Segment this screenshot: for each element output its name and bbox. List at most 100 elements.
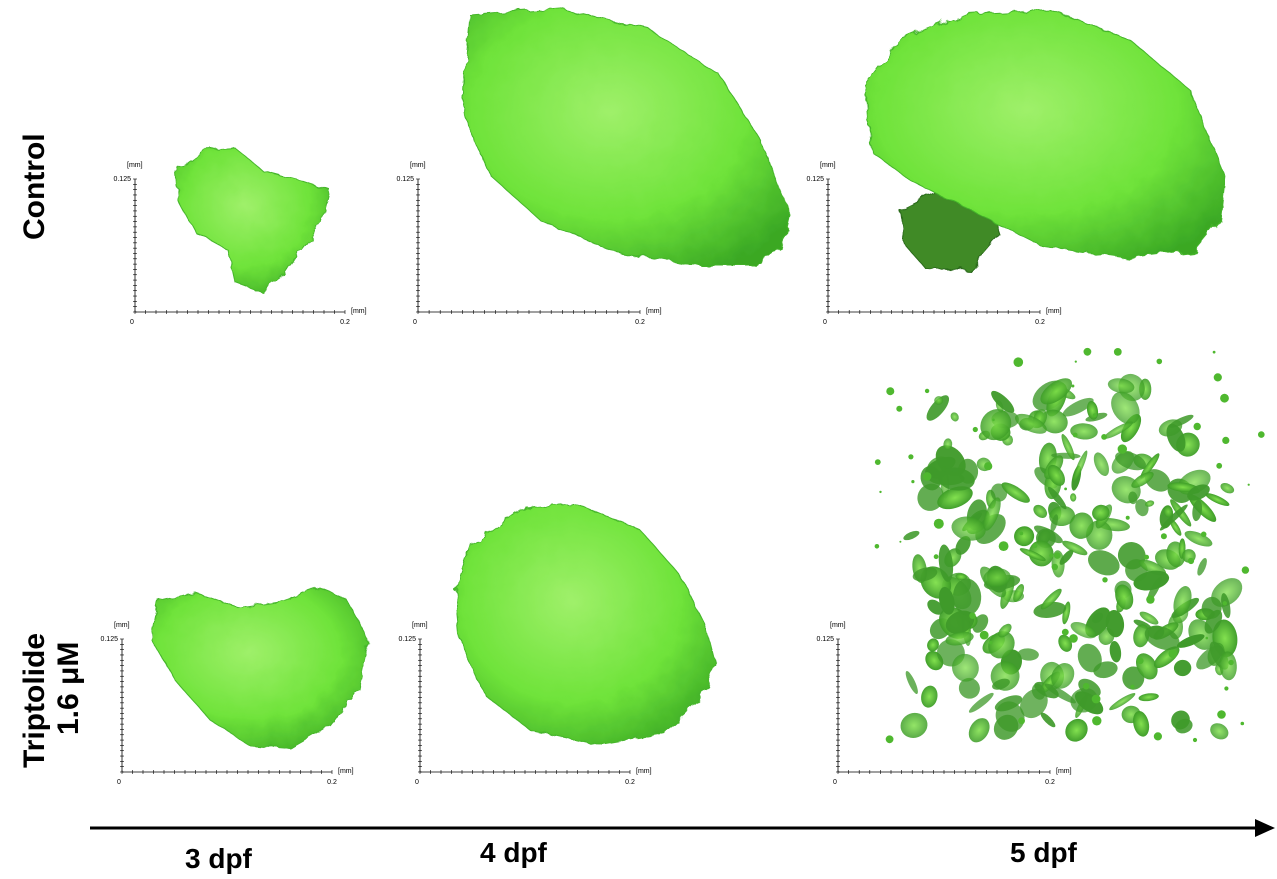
tissue-fragment (1031, 683, 1046, 700)
tissue-fragment (938, 544, 954, 582)
tissue-fragment (1169, 518, 1182, 536)
tissue-fragment (1069, 512, 1094, 539)
tissue-fragment (958, 677, 980, 699)
tissue-fragment (1077, 643, 1102, 673)
tissue-speck (1032, 543, 1038, 548)
tissue-speck (1125, 515, 1130, 520)
tissue-fragment (1070, 493, 1077, 502)
tissue-fragment (1145, 500, 1155, 507)
tissue-fragment (1187, 484, 1210, 501)
axis-y-max-label: 0.125 (806, 176, 824, 183)
axis-triptolide-5dpf: 0 0.2[mm]0.125[mm] (816, 622, 1071, 786)
tissue-fragment (1188, 494, 1217, 522)
tissue-fragment (912, 567, 938, 582)
axis-x-unit-label: [mm] (646, 308, 662, 315)
tissue-speck (972, 426, 978, 433)
tissue-speck (988, 640, 993, 645)
time-axis-arrow (90, 819, 1275, 837)
tissue-speck (879, 490, 882, 494)
tissue-control-4dpf (461, 7, 791, 266)
tissue-speck (1064, 487, 1067, 491)
tissue-fragment (988, 631, 1015, 659)
tissue-fragment (1047, 486, 1067, 510)
tissue-fragment (1072, 450, 1088, 483)
row-label-control: Control (18, 133, 51, 240)
axis-y-unit-label: [mm] (830, 622, 846, 629)
axis-y-max-label: 0.125 (816, 636, 834, 643)
tissue-fragment (1093, 661, 1118, 679)
tissue-fragment (1166, 423, 1186, 452)
axis-x-max-label: 0.2 (327, 779, 337, 786)
tissue-speck (1228, 659, 1234, 666)
tissue-fragment (1111, 391, 1140, 425)
tissue-fragment (917, 483, 944, 511)
tissue-speck (1092, 413, 1097, 418)
tissue-fragment (1135, 499, 1149, 517)
axis-origin-label: 0 (130, 319, 134, 326)
tissue-fragment (903, 530, 920, 541)
tissue-fragment (1013, 584, 1025, 602)
tissue-fragment (1128, 491, 1138, 505)
tissue-fragment (1169, 414, 1194, 428)
tissue-fragment (1092, 612, 1104, 624)
tissue-fragment (1184, 530, 1213, 547)
tissue-fragment (951, 653, 979, 682)
tissue-fragment (1140, 453, 1160, 479)
tissue-fragment (1040, 378, 1073, 405)
tissue-fragment (1133, 624, 1150, 648)
axis-x-unit-label: [mm] (351, 308, 367, 315)
tissue-fragment (1176, 634, 1205, 648)
tissue-speck (1241, 566, 1250, 574)
tissue-fragment (943, 438, 953, 450)
axis-x-unit-label: [mm] (338, 768, 354, 775)
tissue-speck (998, 541, 1009, 551)
tissue-triptolide-4dpf (454, 504, 716, 746)
tissue-fragment (1047, 464, 1065, 486)
row-label-triptolide: Triptolide (18, 633, 51, 768)
axis-y-unit-label: [mm] (820, 162, 836, 169)
tissue-speck (1083, 347, 1092, 356)
tissue-fragment (928, 471, 965, 486)
tissue-fragment (1219, 651, 1237, 681)
tissue-fragment (1211, 578, 1243, 607)
tissue-fragment (925, 456, 956, 477)
tissue-fragment (995, 701, 1025, 732)
tissue-speck (1069, 634, 1078, 643)
tissue-fragment (998, 623, 1012, 638)
tissue-fragment (1107, 378, 1135, 394)
axis-y-unit-label: [mm] (114, 622, 130, 629)
tissue-triptolide-5dpf (874, 347, 1265, 744)
tissue-fragment (1061, 434, 1075, 461)
tissue-speck (1097, 721, 1100, 724)
tissue-fragment (968, 718, 990, 743)
tissue-fragment (905, 670, 918, 695)
tissue-speck (992, 418, 995, 422)
tissue-fragment (1059, 549, 1074, 565)
tissue-fragment (1103, 421, 1133, 439)
tissue-fragment (983, 497, 1001, 531)
tissue-speck (1160, 533, 1167, 540)
tissue-fragment (1062, 601, 1071, 625)
tissue-speck (1146, 595, 1155, 604)
tissue-speck (1019, 531, 1024, 536)
tissue-fragment (1167, 482, 1199, 493)
tissue-fragment (1173, 586, 1192, 617)
tissue-speck (1144, 554, 1149, 560)
axis-x-max-label: 0.2 (340, 319, 350, 326)
tissue-speck (1074, 360, 1077, 363)
axis-x-max-label: 0.2 (1035, 319, 1045, 326)
tissue-fragment (1001, 482, 1030, 503)
axis-triptolide-3dpf: 0 0.2[mm]0.125[mm] (100, 622, 353, 786)
tissue-fragment (1092, 504, 1110, 521)
tissue-speck (1222, 601, 1228, 606)
tissue-fragment (1062, 540, 1088, 556)
tissue-speck (911, 480, 915, 484)
axis-origin-label: 0 (117, 779, 121, 786)
axis-x-max-label: 0.2 (625, 779, 635, 786)
tissue-fragment (1131, 471, 1154, 488)
tissue-fragment (900, 712, 928, 738)
tissue-speck (1054, 552, 1061, 559)
tissue-fragment (1109, 693, 1136, 711)
axis-origin-label: 0 (413, 319, 417, 326)
tissue-speck (1082, 682, 1090, 690)
